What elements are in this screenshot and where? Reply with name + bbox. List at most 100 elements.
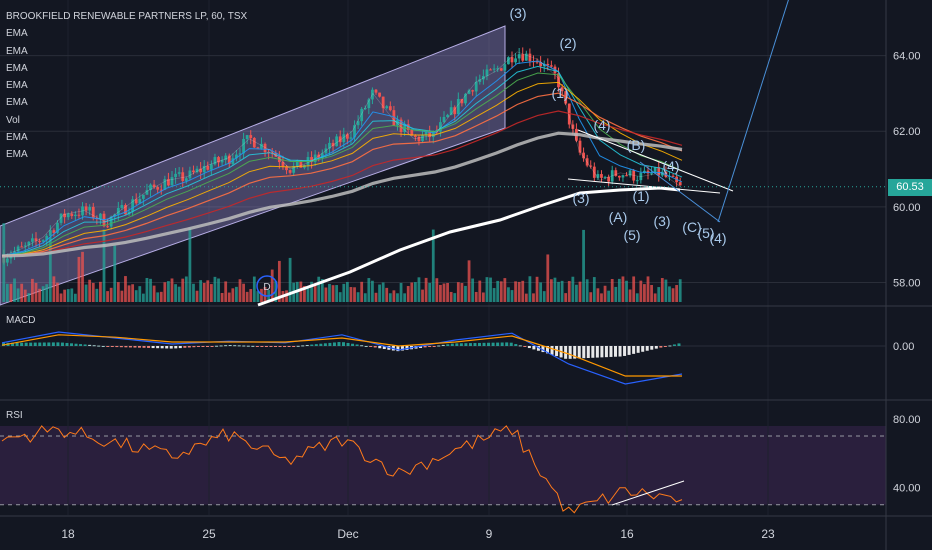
candle-107 bbox=[385, 106, 389, 109]
volume-bar-60 bbox=[217, 278, 220, 302]
volume-bar-84 bbox=[303, 285, 306, 302]
volume-bar-152 bbox=[546, 254, 550, 302]
legend-ema-3[interactable]: EMA bbox=[6, 62, 28, 74]
volume-bar-186 bbox=[668, 286, 671, 302]
price-tick-2: 60.00 bbox=[893, 202, 921, 214]
macd-hist-139 bbox=[632, 346, 636, 354]
volume-bar-155 bbox=[557, 281, 560, 302]
candle-151 bbox=[542, 63, 546, 67]
candle-101 bbox=[363, 108, 367, 110]
volume-bar-36 bbox=[131, 284, 135, 302]
volume-bar-103 bbox=[371, 280, 374, 302]
candle-181 bbox=[650, 173, 653, 175]
macd-hist-21 bbox=[97, 345, 101, 347]
macd-hist-121 bbox=[550, 346, 554, 355]
volume-bar-165 bbox=[592, 277, 596, 302]
volume-bar-85 bbox=[306, 286, 310, 302]
volume-bar-113 bbox=[406, 286, 410, 302]
ema-line-3 bbox=[1, 72, 683, 257]
volume-bar-43 bbox=[156, 292, 160, 302]
legend-ema-4[interactable]: EMA bbox=[6, 80, 28, 92]
rsi-band bbox=[0, 436, 886, 505]
ema-long-white bbox=[257, 186, 681, 307]
macd-hist-15 bbox=[70, 343, 73, 346]
volume-bar-21 bbox=[77, 256, 81, 302]
legend-ema-2[interactable]: EMA bbox=[6, 45, 28, 57]
candle-132 bbox=[474, 81, 478, 92]
macd-hist-94 bbox=[428, 346, 432, 347]
volume-bar-176 bbox=[632, 276, 636, 302]
wave-label-11: (C) bbox=[682, 219, 701, 235]
macd-hist-143 bbox=[650, 346, 654, 350]
volume-bar-72 bbox=[260, 288, 263, 302]
volume-bar-151 bbox=[542, 291, 546, 302]
candle-53 bbox=[192, 170, 195, 173]
volume-bar-93 bbox=[335, 285, 339, 302]
macd-hist-9 bbox=[42, 342, 46, 346]
volume-bar-98 bbox=[353, 287, 356, 302]
volume-bar-31 bbox=[113, 245, 117, 302]
macd-hist-17 bbox=[79, 344, 83, 346]
close-line bbox=[1, 51, 683, 257]
legend-ema-5[interactable]: EMA bbox=[6, 97, 28, 109]
candle-50 bbox=[181, 172, 185, 181]
rsi-pane-label[interactable]: RSI bbox=[6, 410, 23, 421]
candle-70 bbox=[252, 137, 256, 148]
macd-hist-98 bbox=[446, 344, 450, 346]
volume-bar-184 bbox=[660, 278, 664, 302]
macd-hist-101 bbox=[459, 343, 463, 346]
volume-bar-25 bbox=[91, 282, 95, 302]
time-tick-5: 23 bbox=[761, 527, 775, 541]
volume-bar-182 bbox=[653, 293, 657, 302]
macd-hist-129 bbox=[586, 346, 590, 358]
volume-bar-28 bbox=[102, 229, 106, 302]
volume-bar-16 bbox=[59, 293, 63, 302]
macd-hist-135 bbox=[614, 346, 617, 357]
macd-pane-label[interactable]: MACD bbox=[6, 315, 36, 326]
legend-ema-7[interactable]: EMA bbox=[6, 149, 28, 161]
macd-hist-110 bbox=[500, 342, 504, 346]
macd-hist-57 bbox=[260, 346, 264, 347]
macd-hist-61 bbox=[278, 346, 282, 347]
macd-hist-99 bbox=[450, 343, 454, 346]
volume-bar-29 bbox=[106, 291, 109, 302]
volume-bar-97 bbox=[349, 287, 353, 302]
macd-hist-2 bbox=[11, 342, 15, 346]
volume-bar-9 bbox=[34, 282, 38, 302]
macd-hist-118 bbox=[536, 346, 540, 351]
macd-hist-92 bbox=[419, 346, 423, 349]
candle-177 bbox=[635, 180, 639, 182]
volume-bar-65 bbox=[235, 286, 238, 302]
macd-hist-122 bbox=[555, 346, 559, 357]
legend-ema-6[interactable]: EMA bbox=[6, 132, 28, 144]
legend-vol[interactable]: Vol bbox=[6, 114, 20, 126]
macd-hist-124 bbox=[564, 346, 568, 359]
candle-135 bbox=[485, 69, 489, 77]
macd-hist-71 bbox=[323, 343, 327, 346]
candle-99 bbox=[356, 121, 360, 126]
candle-80 bbox=[288, 170, 292, 173]
candle-65 bbox=[235, 154, 238, 159]
volume-bar-87 bbox=[313, 284, 317, 302]
dividend-marker bbox=[256, 275, 278, 297]
candle-147 bbox=[528, 53, 532, 62]
legend-ema-1[interactable]: EMA bbox=[6, 28, 28, 40]
candle-6 bbox=[23, 245, 27, 247]
macd-hist-130 bbox=[591, 346, 595, 358]
volume-bar-73 bbox=[263, 286, 267, 302]
macd-hist-100 bbox=[455, 343, 459, 346]
wave-label-12: (5) bbox=[697, 225, 714, 241]
volume-bar-46 bbox=[167, 281, 170, 302]
macd-hist-50 bbox=[228, 345, 232, 347]
candle-20 bbox=[73, 214, 77, 217]
macd-hist-140 bbox=[636, 346, 640, 353]
macd-hist-72 bbox=[328, 342, 332, 346]
macd-hist-105 bbox=[478, 342, 481, 346]
volume-bar-47 bbox=[170, 278, 174, 302]
price-tick-1: 62.00 bbox=[893, 126, 921, 138]
volume-bar-19 bbox=[70, 288, 74, 302]
volume-bar-168 bbox=[603, 285, 607, 302]
candle-15 bbox=[56, 222, 59, 233]
ema-line-2 bbox=[1, 65, 683, 257]
